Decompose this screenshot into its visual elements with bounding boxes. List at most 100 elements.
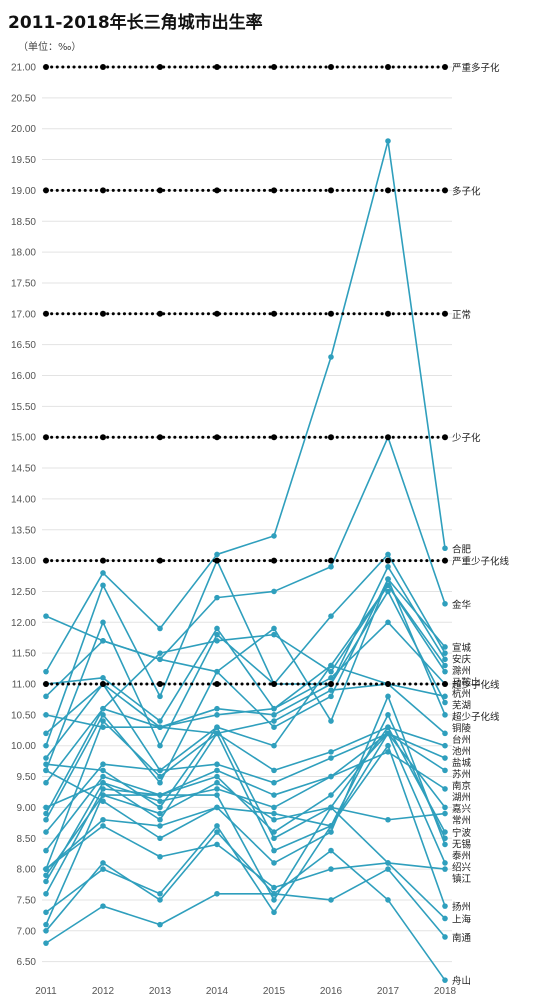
reference-point bbox=[385, 64, 391, 70]
reference-point bbox=[214, 681, 220, 687]
series-26 bbox=[43, 829, 448, 983]
data-point bbox=[385, 551, 391, 558]
x-tick-label: 2015 bbox=[263, 986, 286, 997]
data-point bbox=[100, 638, 106, 644]
series-label: 泰州 bbox=[452, 850, 471, 862]
reference-point bbox=[385, 310, 391, 317]
series-line bbox=[45, 140, 446, 673]
data-point bbox=[442, 977, 448, 983]
data-point bbox=[385, 730, 391, 737]
series-line bbox=[45, 720, 446, 870]
series-label: 绍兴 bbox=[452, 862, 471, 874]
data-point bbox=[100, 705, 106, 712]
y-tick-label: 17.50 bbox=[11, 278, 36, 289]
data-point bbox=[43, 921, 49, 928]
series-13 bbox=[43, 730, 448, 835]
y-tick-label: 13.50 bbox=[11, 525, 36, 536]
y-tick-label: 16.50 bbox=[11, 340, 36, 351]
data-point bbox=[214, 712, 220, 718]
data-point bbox=[442, 915, 448, 922]
reference-point bbox=[328, 310, 334, 317]
data-point bbox=[385, 816, 391, 823]
data-point bbox=[43, 816, 49, 823]
x-tick-label: 2017 bbox=[377, 986, 400, 997]
data-point bbox=[43, 761, 49, 768]
data-point bbox=[100, 619, 106, 626]
data-point bbox=[328, 829, 334, 835]
data-point bbox=[442, 810, 448, 817]
data-point bbox=[43, 755, 49, 761]
data-point bbox=[328, 773, 334, 780]
data-point bbox=[43, 804, 49, 811]
series-line bbox=[45, 683, 446, 814]
series-20 bbox=[43, 693, 448, 866]
reference-point bbox=[385, 681, 391, 687]
y-tick-label: 16.00 bbox=[11, 371, 36, 382]
data-point bbox=[442, 755, 448, 761]
data-point bbox=[271, 804, 277, 811]
data-point bbox=[328, 563, 334, 570]
series-label: 无锡 bbox=[452, 839, 471, 851]
reference-line-3 bbox=[43, 434, 448, 441]
data-point bbox=[157, 798, 163, 805]
data-point bbox=[100, 761, 106, 768]
series-label: 铜陵 bbox=[452, 722, 472, 734]
y-tick-label: 15.50 bbox=[11, 402, 36, 413]
data-point bbox=[100, 816, 106, 823]
data-point bbox=[100, 866, 106, 872]
reference-point bbox=[385, 187, 391, 194]
y-tick-label: 19.50 bbox=[11, 155, 36, 166]
data-point bbox=[385, 712, 391, 718]
y-tick-label: 11.50 bbox=[12, 649, 37, 660]
series-label: 南京 bbox=[452, 780, 471, 792]
series-label: 盐城 bbox=[452, 757, 472, 769]
reference-line-0 bbox=[43, 64, 448, 70]
y-tick-label: 10.00 bbox=[11, 741, 36, 752]
data-point bbox=[271, 724, 277, 730]
data-point bbox=[385, 866, 391, 872]
reference-label: 严重少子化线 bbox=[452, 556, 510, 568]
series-line bbox=[45, 868, 446, 944]
x-tick-label: 2011 bbox=[35, 986, 57, 997]
data-point bbox=[385, 742, 391, 749]
data-point bbox=[328, 804, 334, 811]
data-point bbox=[385, 576, 391, 582]
data-point bbox=[442, 656, 448, 663]
data-point bbox=[442, 903, 448, 909]
reference-point bbox=[157, 681, 163, 687]
data-point bbox=[328, 668, 334, 675]
reference-point bbox=[442, 434, 448, 441]
x-tick-label: 2018 bbox=[434, 986, 457, 997]
reference-point bbox=[385, 557, 391, 564]
reference-point bbox=[100, 557, 106, 564]
data-point bbox=[157, 890, 163, 897]
data-point bbox=[442, 644, 448, 650]
data-point bbox=[442, 545, 448, 552]
data-point bbox=[328, 354, 334, 360]
data-point bbox=[100, 582, 106, 589]
series-line bbox=[45, 565, 446, 771]
y-tick-label: 14.50 bbox=[11, 464, 36, 475]
data-point bbox=[271, 816, 277, 823]
series-label: 镇江 bbox=[452, 873, 472, 885]
data-point bbox=[385, 724, 391, 730]
data-point bbox=[157, 767, 163, 774]
data-point bbox=[43, 712, 49, 718]
data-point bbox=[328, 897, 334, 903]
data-point bbox=[214, 638, 220, 644]
data-point bbox=[328, 792, 334, 798]
data-point bbox=[157, 718, 163, 724]
data-point bbox=[271, 625, 277, 632]
reference-point bbox=[43, 64, 49, 70]
data-point bbox=[100, 767, 106, 774]
series-label: 台州 bbox=[452, 734, 471, 746]
series-line bbox=[45, 732, 446, 895]
reference-point bbox=[157, 310, 163, 317]
series-line bbox=[45, 436, 446, 697]
y-tick-label: 7.50 bbox=[17, 895, 37, 906]
series-line bbox=[45, 695, 446, 864]
data-point bbox=[271, 847, 277, 854]
data-point bbox=[442, 742, 448, 749]
data-point bbox=[157, 779, 163, 786]
data-point bbox=[385, 138, 391, 144]
